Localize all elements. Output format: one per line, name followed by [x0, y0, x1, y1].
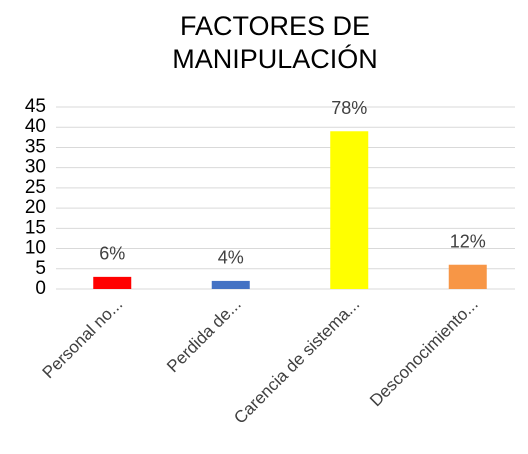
bar	[211, 280, 250, 289]
y-tick-label: 30	[25, 157, 46, 178]
bar	[448, 264, 487, 289]
y-tick-label: 0	[35, 278, 46, 299]
bar	[93, 276, 132, 289]
y-tick-label: 10	[25, 238, 46, 259]
x-tick-label: Personal no...	[39, 295, 127, 383]
y-tick-label: 5	[35, 258, 46, 279]
x-tick-label: Desconocimiento...	[366, 295, 482, 411]
y-tick-label: 35	[25, 136, 46, 157]
x-tick-label: Perdida de...	[163, 295, 245, 377]
chart-title: FACTORES DE MANIPULACIÓN	[172, 11, 378, 74]
y-tick-label: 15	[25, 217, 46, 238]
y-tick-label: 25	[25, 177, 46, 198]
y-tick-label: 20	[25, 197, 46, 218]
y-tick-label: 40	[25, 116, 46, 137]
data-label: 78%	[331, 98, 367, 118]
data-label: 12%	[450, 231, 486, 251]
y-tick-label: 45	[25, 96, 46, 117]
data-label: 4%	[218, 248, 244, 268]
data-label: 6%	[99, 244, 125, 264]
x-tick-label: Carencia de sistema...	[230, 295, 363, 428]
bar	[330, 131, 369, 289]
